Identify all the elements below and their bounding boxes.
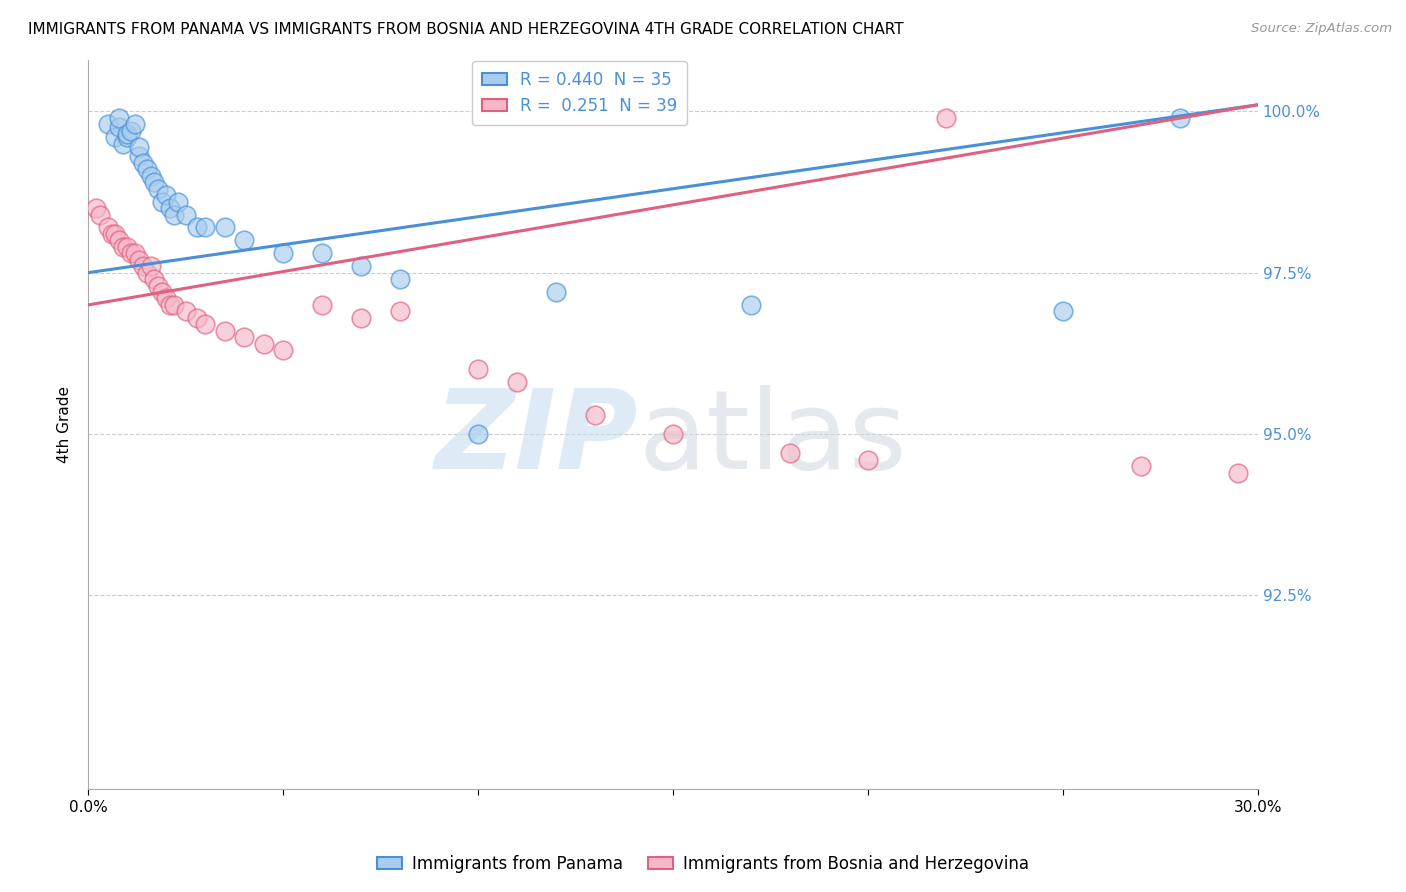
Point	[662, 427, 685, 442]
Point	[856, 453, 879, 467]
Point	[124, 117, 146, 131]
Point	[1227, 466, 1250, 480]
Point	[544, 285, 567, 299]
Point	[214, 220, 236, 235]
Point	[350, 259, 373, 273]
Point	[389, 272, 412, 286]
Point	[148, 278, 170, 293]
Point	[97, 220, 120, 235]
Point	[740, 298, 762, 312]
Point	[132, 259, 155, 273]
Point	[159, 201, 181, 215]
Point	[115, 130, 138, 145]
Legend: Immigrants from Panama, Immigrants from Bosnia and Herzegovina: Immigrants from Panama, Immigrants from …	[370, 848, 1036, 880]
Legend: R = 0.440  N = 35, R =  0.251  N = 39: R = 0.440 N = 35, R = 0.251 N = 39	[471, 61, 688, 125]
Point	[214, 324, 236, 338]
Point	[163, 298, 186, 312]
Point	[108, 233, 131, 247]
Point	[271, 343, 294, 358]
Point	[467, 362, 489, 376]
Point	[311, 298, 333, 312]
Point	[148, 182, 170, 196]
Point	[1168, 111, 1191, 125]
Point	[104, 130, 127, 145]
Point	[84, 201, 107, 215]
Point	[174, 208, 197, 222]
Point	[115, 240, 138, 254]
Point	[150, 285, 173, 299]
Point	[135, 266, 157, 280]
Point	[252, 336, 274, 351]
Point	[100, 227, 122, 241]
Point	[583, 408, 606, 422]
Point	[104, 227, 127, 241]
Point	[1052, 304, 1074, 318]
Point	[271, 246, 294, 260]
Point	[155, 188, 177, 202]
Point	[233, 233, 256, 247]
Point	[1129, 459, 1152, 474]
Point	[89, 208, 111, 222]
Point	[155, 292, 177, 306]
Text: atlas: atlas	[638, 385, 907, 492]
Text: IMMIGRANTS FROM PANAMA VS IMMIGRANTS FROM BOSNIA AND HERZEGOVINA 4TH GRADE CORRE: IMMIGRANTS FROM PANAMA VS IMMIGRANTS FRO…	[28, 22, 904, 37]
Point	[186, 310, 208, 325]
Point	[143, 175, 166, 189]
Point	[139, 169, 162, 183]
Point	[108, 111, 131, 125]
Point	[128, 252, 150, 267]
Point	[389, 304, 412, 318]
Point	[174, 304, 197, 318]
Point	[124, 246, 146, 260]
Point	[120, 246, 142, 260]
Point	[194, 220, 217, 235]
Point	[311, 246, 333, 260]
Point	[779, 446, 801, 460]
Point	[135, 162, 157, 177]
Point	[350, 310, 373, 325]
Point	[120, 123, 142, 137]
Point	[166, 194, 188, 209]
Text: Source: ZipAtlas.com: Source: ZipAtlas.com	[1251, 22, 1392, 36]
Point	[115, 127, 138, 141]
Point	[108, 120, 131, 135]
Point	[143, 272, 166, 286]
Point	[150, 194, 173, 209]
Y-axis label: 4th Grade: 4th Grade	[58, 386, 72, 463]
Point	[233, 330, 256, 344]
Point	[159, 298, 181, 312]
Point	[467, 427, 489, 442]
Point	[163, 208, 186, 222]
Point	[194, 318, 217, 332]
Point	[935, 111, 957, 125]
Point	[132, 156, 155, 170]
Point	[506, 376, 529, 390]
Point	[112, 136, 135, 151]
Text: ZIP: ZIP	[434, 385, 638, 492]
Point	[139, 259, 162, 273]
Point	[128, 140, 150, 154]
Point	[97, 117, 120, 131]
Point	[186, 220, 208, 235]
Point	[128, 149, 150, 163]
Point	[112, 240, 135, 254]
